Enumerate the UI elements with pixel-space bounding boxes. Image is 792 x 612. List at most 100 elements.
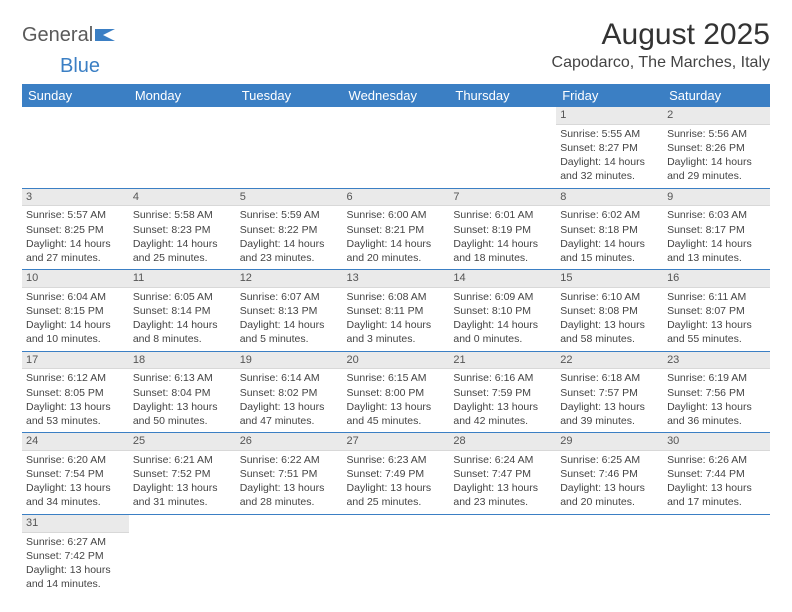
day-number: 26: [236, 433, 343, 451]
day-content: Sunrise: 6:14 AMSunset: 8:02 PMDaylight:…: [236, 369, 343, 432]
day-content: Sunrise: 6:20 AMSunset: 7:54 PMDaylight:…: [22, 451, 129, 514]
day-content: Sunrise: 6:10 AMSunset: 8:08 PMDaylight:…: [556, 288, 663, 351]
day-number: 17: [22, 352, 129, 370]
weekday-header: Tuesday: [236, 84, 343, 107]
day-number: 21: [449, 352, 556, 370]
calendar-week-row: 17Sunrise: 6:12 AMSunset: 8:05 PMDayligh…: [22, 351, 770, 433]
day-content: Sunrise: 6:05 AMSunset: 8:14 PMDaylight:…: [129, 288, 236, 351]
calendar-week-row: 1Sunrise: 5:55 AMSunset: 8:27 PMDaylight…: [22, 107, 770, 188]
day-number: 31: [22, 515, 129, 533]
day-content: Sunrise: 6:25 AMSunset: 7:46 PMDaylight:…: [556, 451, 663, 514]
calendar-week-row: 10Sunrise: 6:04 AMSunset: 8:15 PMDayligh…: [22, 270, 770, 352]
weekday-header: Friday: [556, 84, 663, 107]
weekday-header: Sunday: [22, 84, 129, 107]
calendar-day-cell: 5Sunrise: 5:59 AMSunset: 8:22 PMDaylight…: [236, 188, 343, 270]
day-number: 12: [236, 270, 343, 288]
calendar-day-cell: 22Sunrise: 6:18 AMSunset: 7:57 PMDayligh…: [556, 351, 663, 433]
calendar-day-cell: [449, 514, 556, 595]
day-content: Sunrise: 6:18 AMSunset: 7:57 PMDaylight:…: [556, 369, 663, 432]
calendar-day-cell: 13Sunrise: 6:08 AMSunset: 8:11 PMDayligh…: [343, 270, 450, 352]
weekday-header: Thursday: [449, 84, 556, 107]
calendar-day-cell: [343, 107, 450, 188]
calendar-day-cell: 1Sunrise: 5:55 AMSunset: 8:27 PMDaylight…: [556, 107, 663, 188]
day-number: 13: [343, 270, 450, 288]
weekday-header: Monday: [129, 84, 236, 107]
calendar-day-cell: 17Sunrise: 6:12 AMSunset: 8:05 PMDayligh…: [22, 351, 129, 433]
day-number: 18: [129, 352, 236, 370]
day-content: Sunrise: 6:22 AMSunset: 7:51 PMDaylight:…: [236, 451, 343, 514]
logo-text-blue: Blue: [60, 55, 100, 77]
calendar-day-cell: [236, 107, 343, 188]
day-number: 11: [129, 270, 236, 288]
day-content: Sunrise: 6:03 AMSunset: 8:17 PMDaylight:…: [663, 206, 770, 269]
calendar-day-cell: 28Sunrise: 6:24 AMSunset: 7:47 PMDayligh…: [449, 433, 556, 515]
day-content: Sunrise: 6:24 AMSunset: 7:47 PMDaylight:…: [449, 451, 556, 514]
logo: General Blue: [22, 24, 117, 78]
day-number: 6: [343, 189, 450, 207]
day-number: 19: [236, 352, 343, 370]
day-content: Sunrise: 6:26 AMSunset: 7:44 PMDaylight:…: [663, 451, 770, 514]
day-number: 15: [556, 270, 663, 288]
calendar-day-cell: 2Sunrise: 5:56 AMSunset: 8:26 PMDaylight…: [663, 107, 770, 188]
day-content: Sunrise: 5:57 AMSunset: 8:25 PMDaylight:…: [22, 206, 129, 269]
day-number: 22: [556, 352, 663, 370]
day-number: 29: [556, 433, 663, 451]
calendar-day-cell: 27Sunrise: 6:23 AMSunset: 7:49 PMDayligh…: [343, 433, 450, 515]
calendar-day-cell: 14Sunrise: 6:09 AMSunset: 8:10 PMDayligh…: [449, 270, 556, 352]
calendar-day-cell: 8Sunrise: 6:02 AMSunset: 8:18 PMDaylight…: [556, 188, 663, 270]
day-number: 1: [556, 107, 663, 125]
calendar-day-cell: 21Sunrise: 6:16 AMSunset: 7:59 PMDayligh…: [449, 351, 556, 433]
day-number: 30: [663, 433, 770, 451]
header: General Blue August 2025 Capodarco, The …: [22, 18, 770, 78]
flag-icon: [95, 24, 117, 47]
calendar-day-cell: 6Sunrise: 6:00 AMSunset: 8:21 PMDaylight…: [343, 188, 450, 270]
calendar-day-cell: [22, 107, 129, 188]
day-number: 23: [663, 352, 770, 370]
day-number: 3: [22, 189, 129, 207]
logo-text-general: General: [22, 24, 93, 46]
day-number: 20: [343, 352, 450, 370]
calendar-day-cell: 10Sunrise: 6:04 AMSunset: 8:15 PMDayligh…: [22, 270, 129, 352]
day-content: Sunrise: 6:12 AMSunset: 8:05 PMDaylight:…: [22, 369, 129, 432]
calendar-day-cell: 23Sunrise: 6:19 AMSunset: 7:56 PMDayligh…: [663, 351, 770, 433]
calendar-day-cell: 15Sunrise: 6:10 AMSunset: 8:08 PMDayligh…: [556, 270, 663, 352]
day-content: Sunrise: 6:13 AMSunset: 8:04 PMDaylight:…: [129, 369, 236, 432]
day-content: Sunrise: 6:16 AMSunset: 7:59 PMDaylight:…: [449, 369, 556, 432]
calendar-day-cell: 18Sunrise: 6:13 AMSunset: 8:04 PMDayligh…: [129, 351, 236, 433]
day-content: Sunrise: 6:27 AMSunset: 7:42 PMDaylight:…: [22, 533, 129, 596]
calendar-day-cell: 7Sunrise: 6:01 AMSunset: 8:19 PMDaylight…: [449, 188, 556, 270]
day-number: 24: [22, 433, 129, 451]
calendar-day-cell: 29Sunrise: 6:25 AMSunset: 7:46 PMDayligh…: [556, 433, 663, 515]
day-content: Sunrise: 6:04 AMSunset: 8:15 PMDaylight:…: [22, 288, 129, 351]
day-content: Sunrise: 5:55 AMSunset: 8:27 PMDaylight:…: [556, 125, 663, 188]
day-content: Sunrise: 6:00 AMSunset: 8:21 PMDaylight:…: [343, 206, 450, 269]
day-content: Sunrise: 6:02 AMSunset: 8:18 PMDaylight:…: [556, 206, 663, 269]
day-number: 25: [129, 433, 236, 451]
day-content: Sunrise: 6:01 AMSunset: 8:19 PMDaylight:…: [449, 206, 556, 269]
calendar-table: SundayMondayTuesdayWednesdayThursdayFrid…: [22, 84, 770, 595]
day-number: 16: [663, 270, 770, 288]
day-content: Sunrise: 6:07 AMSunset: 8:13 PMDaylight:…: [236, 288, 343, 351]
day-number: 7: [449, 189, 556, 207]
calendar-day-cell: [129, 107, 236, 188]
day-number: 8: [556, 189, 663, 207]
day-content: Sunrise: 6:08 AMSunset: 8:11 PMDaylight:…: [343, 288, 450, 351]
day-content: Sunrise: 6:15 AMSunset: 8:00 PMDaylight:…: [343, 369, 450, 432]
location-subtitle: Capodarco, The Marches, Italy: [552, 54, 770, 72]
day-number: 2: [663, 107, 770, 125]
calendar-day-cell: 25Sunrise: 6:21 AMSunset: 7:52 PMDayligh…: [129, 433, 236, 515]
calendar-day-cell: 9Sunrise: 6:03 AMSunset: 8:17 PMDaylight…: [663, 188, 770, 270]
logo-text: General Blue: [22, 24, 117, 78]
calendar-day-cell: 31Sunrise: 6:27 AMSunset: 7:42 PMDayligh…: [22, 514, 129, 595]
calendar-day-cell: 4Sunrise: 5:58 AMSunset: 8:23 PMDaylight…: [129, 188, 236, 270]
day-content: Sunrise: 5:58 AMSunset: 8:23 PMDaylight:…: [129, 206, 236, 269]
day-number: 28: [449, 433, 556, 451]
calendar-day-cell: 19Sunrise: 6:14 AMSunset: 8:02 PMDayligh…: [236, 351, 343, 433]
day-content: Sunrise: 6:21 AMSunset: 7:52 PMDaylight:…: [129, 451, 236, 514]
calendar-day-cell: 12Sunrise: 6:07 AMSunset: 8:13 PMDayligh…: [236, 270, 343, 352]
calendar-day-cell: [449, 107, 556, 188]
title-block: August 2025 Capodarco, The Marches, Ital…: [552, 18, 770, 72]
calendar-day-cell: 26Sunrise: 6:22 AMSunset: 7:51 PMDayligh…: [236, 433, 343, 515]
day-content: Sunrise: 6:11 AMSunset: 8:07 PMDaylight:…: [663, 288, 770, 351]
calendar-day-cell: [663, 514, 770, 595]
